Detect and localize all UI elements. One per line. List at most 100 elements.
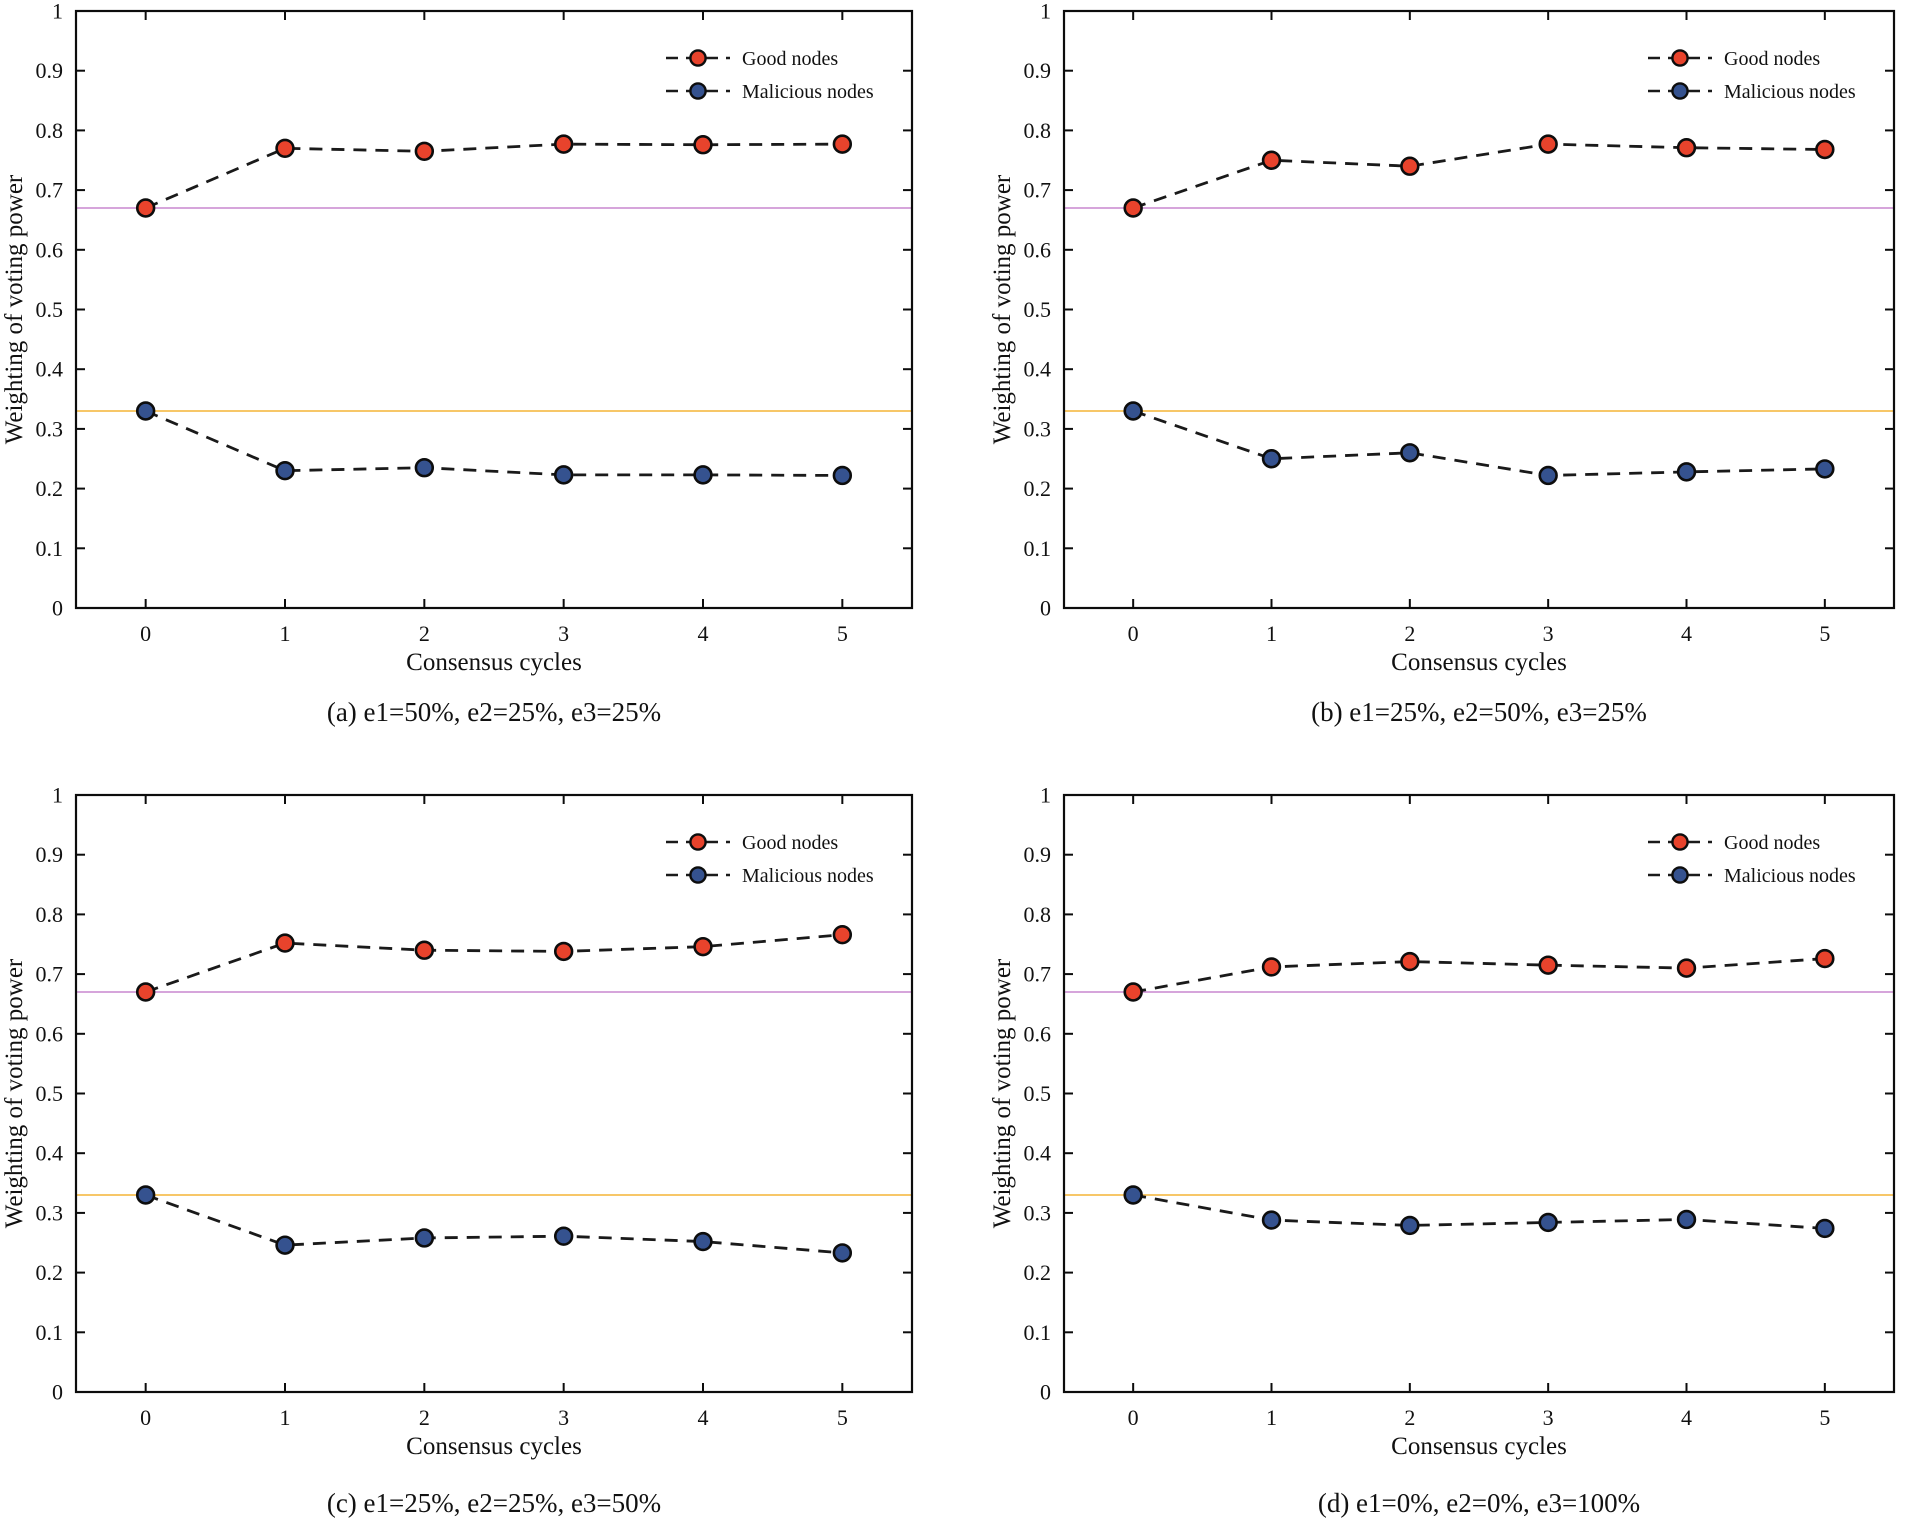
x-tick-label: 0	[140, 621, 151, 646]
marker-good-nodes-x0	[1123, 982, 1143, 1002]
y-tick-label: 0.5	[1024, 297, 1052, 322]
x-tick-label: 3	[558, 1405, 569, 1430]
y-tick-label: 0.2	[36, 476, 64, 501]
marker-good-nodes-x4	[1676, 958, 1697, 978]
series-line-good-nodes	[145, 142, 843, 210]
legend-label-good-nodes: Good nodes	[742, 48, 838, 70]
marker-malicious-nodes-x0	[135, 401, 156, 421]
marker-malicious-nodes-x2	[1400, 443, 1420, 463]
series-line-good-nodes	[1132, 142, 1825, 210]
y-tick-label: 0.2	[36, 1260, 64, 1285]
y-tick-label: 0.8	[1024, 902, 1052, 927]
series-line-good-nodes	[1132, 957, 1825, 994]
caption-chart-c: (c) e1=25%, e2=25%, e3=50%	[326, 1488, 662, 1518]
legend-label-malicious-nodes: Malicious nodes	[742, 81, 874, 103]
marker-malicious-nodes-x3	[553, 1226, 574, 1246]
y-tick-label: 0.4	[36, 357, 64, 382]
x-tick-label: 5	[1819, 1405, 1830, 1430]
x-tick-label: 3	[558, 621, 569, 646]
legend-marker-malicious-nodes	[1671, 82, 1689, 100]
marker-malicious-nodes-x0	[1123, 1185, 1143, 1205]
legend-marker-malicious-nodes	[689, 82, 707, 100]
marker-good-nodes-x1	[1261, 150, 1282, 170]
y-tick-label: 0	[52, 1379, 63, 1404]
y-tick-label: 0.4	[1024, 357, 1052, 382]
y-tick-label: 0.9	[36, 842, 64, 867]
x-tick-label: 4	[1681, 1405, 1692, 1430]
y-tick-label: 0.9	[1024, 842, 1052, 867]
x-tick-label: 4	[1681, 621, 1692, 646]
x-tick-label: 0	[1128, 1405, 1139, 1430]
x-tick-label: 1	[280, 621, 291, 646]
series-line-malicious-nodes	[1132, 1193, 1825, 1230]
y-tick-label: 1	[52, 782, 63, 807]
x-tick-label: 0	[1128, 621, 1139, 646]
y-tick-label: 0	[52, 595, 63, 620]
x-tick-label: 1	[1266, 621, 1277, 646]
legend-marker-good-nodes	[689, 49, 707, 67]
legend-label-malicious-nodes: Malicious nodes	[1724, 865, 1856, 887]
y-axis-label-a: Weighting of voting power	[1, 174, 28, 444]
chart-a: 0 0.1 0.2 0.3 0.4 0.5 0.6 0.7 0.8 0.9 1 0 1 2 3 4 5 Conse…	[1, 0, 914, 676]
x-axis-label-c: Consensus cycles	[406, 1433, 582, 1460]
x-tick-label: 1	[280, 1405, 291, 1430]
marker-malicious-nodes-x2	[414, 1228, 435, 1248]
x-tick-label: 2	[1404, 1405, 1415, 1430]
y-tick-label: 0.8	[1024, 118, 1052, 143]
y-tick-label: 0.1	[36, 536, 64, 561]
chart-d: 0 0.1 0.2 0.3 0.4 0.5 0.6 0.7 0.8 0.9 1 0 1 2 3 4 5 Conse…	[989, 782, 1896, 1460]
y-tick-label: 0.8	[36, 118, 64, 143]
marker-malicious-nodes-x1	[1261, 449, 1282, 469]
y-tick-label: 0.6	[1024, 237, 1052, 262]
series-line-malicious-nodes	[145, 409, 843, 477]
y-tick-label: 1	[1040, 782, 1051, 807]
y-tick-label: 0.4	[1024, 1141, 1052, 1166]
marker-good-nodes-x3	[553, 941, 574, 962]
x-tick-label: 2	[419, 1405, 430, 1430]
y-tick-label: 0.7	[1024, 178, 1052, 203]
marker-malicious-nodes-x3	[553, 465, 574, 485]
y-tick-label: 0.3	[36, 416, 64, 441]
caption-chart-b: (b) e1=25%, e2=50%, e3=25%	[1311, 697, 1647, 727]
marker-malicious-nodes-x0	[1123, 401, 1143, 421]
marker-good-nodes-x2	[414, 940, 435, 960]
y-tick-label: 0	[1040, 1379, 1051, 1404]
marker-good-nodes-x5	[832, 134, 853, 154]
y-axis-label-c: Weighting of voting power	[1, 958, 28, 1228]
series-line-malicious-nodes	[1132, 409, 1825, 477]
y-tick-label: 0.7	[1024, 962, 1052, 987]
x-tick-label: 5	[837, 1405, 848, 1430]
x-tick-label: 0	[140, 1405, 151, 1430]
y-tick-label: 0.7	[36, 962, 64, 987]
x-axis-label-d: Consensus cycles	[1391, 1433, 1567, 1460]
y-tick-label: 0.8	[36, 902, 64, 927]
marker-good-nodes-x0	[1123, 198, 1143, 218]
chart-c: 0 0.1 0.2 0.3 0.4 0.5 0.6 0.7 0.8 0.9 1 0 1 2 3 4 5 Conse…	[1, 782, 914, 1460]
y-tick-label: 0.1	[1024, 536, 1052, 561]
legend-label-malicious-nodes: Malicious nodes	[742, 865, 874, 887]
marker-malicious-nodes-x3	[1538, 1212, 1558, 1233]
y-tick-label: 0.5	[36, 1081, 64, 1106]
legend-marker-malicious-nodes	[1671, 866, 1689, 884]
marker-good-nodes-x3	[1538, 955, 1558, 975]
legend-label-good-nodes: Good nodes	[1724, 48, 1820, 70]
legend-marker-good-nodes	[1671, 833, 1689, 851]
marker-good-nodes-x4	[693, 936, 713, 957]
marker-good-nodes-x0	[135, 198, 156, 218]
marker-good-nodes-x0	[135, 982, 156, 1002]
caption-chart-d: (d) e1=0%, e2=0%, e3=100%	[1317, 1488, 1641, 1518]
marker-malicious-nodes-x1	[275, 1235, 295, 1255]
x-axis-label-a: Consensus cycles	[406, 649, 582, 676]
y-tick-label: 0.9	[36, 58, 64, 83]
y-tick-label: 0.3	[1024, 416, 1052, 441]
marker-malicious-nodes-x4	[693, 1231, 713, 1252]
x-tick-label: 5	[1819, 621, 1830, 646]
y-tick-label: 0.9	[1024, 58, 1052, 83]
y-tick-label: 0.5	[1024, 1081, 1052, 1106]
legend-marker-malicious-nodes	[689, 866, 707, 884]
marker-malicious-nodes-x4	[1676, 462, 1697, 482]
y-tick-label: 0.3	[1024, 1200, 1052, 1225]
y-tick-label: 0.3	[36, 1200, 64, 1225]
y-tick-label: 0.2	[1024, 476, 1052, 501]
